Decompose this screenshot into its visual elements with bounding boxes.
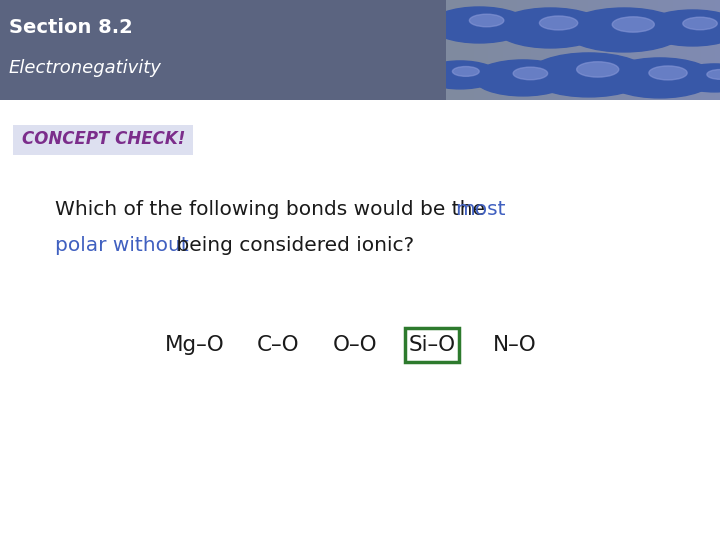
- Circle shape: [676, 64, 720, 92]
- FancyBboxPatch shape: [405, 328, 459, 362]
- Circle shape: [612, 17, 654, 32]
- Text: being considered ionic?: being considered ionic?: [170, 237, 414, 255]
- Text: Mg–O: Mg–O: [165, 335, 225, 355]
- Text: Electronegativity: Electronegativity: [9, 59, 161, 77]
- Text: C–O: C–O: [257, 335, 300, 355]
- Circle shape: [683, 17, 717, 30]
- Circle shape: [474, 60, 572, 96]
- Circle shape: [649, 66, 687, 80]
- Circle shape: [577, 62, 618, 77]
- Circle shape: [452, 66, 480, 76]
- Text: N–O: N–O: [493, 335, 537, 355]
- FancyBboxPatch shape: [13, 125, 193, 155]
- Text: most: most: [455, 200, 505, 219]
- Circle shape: [564, 8, 685, 52]
- Circle shape: [469, 14, 504, 27]
- Circle shape: [513, 67, 548, 80]
- Text: polar without: polar without: [55, 237, 189, 255]
- Text: CONCEPT CHECK!: CONCEPT CHECK!: [22, 130, 185, 148]
- Circle shape: [644, 10, 720, 46]
- Circle shape: [539, 16, 577, 30]
- Text: Section 8.2: Section 8.2: [9, 18, 132, 37]
- Text: Which of the following bonds would be the: Which of the following bonds would be th…: [55, 200, 491, 219]
- Circle shape: [528, 53, 649, 97]
- Circle shape: [430, 7, 528, 43]
- Text: Which of the following bonds would be the: Which of the following bonds would be th…: [55, 200, 491, 219]
- Circle shape: [422, 61, 498, 89]
- Circle shape: [495, 8, 605, 48]
- Text: Si–O: Si–O: [408, 335, 456, 355]
- Text: O–O: O–O: [333, 335, 377, 355]
- Circle shape: [707, 70, 720, 79]
- Circle shape: [605, 58, 714, 98]
